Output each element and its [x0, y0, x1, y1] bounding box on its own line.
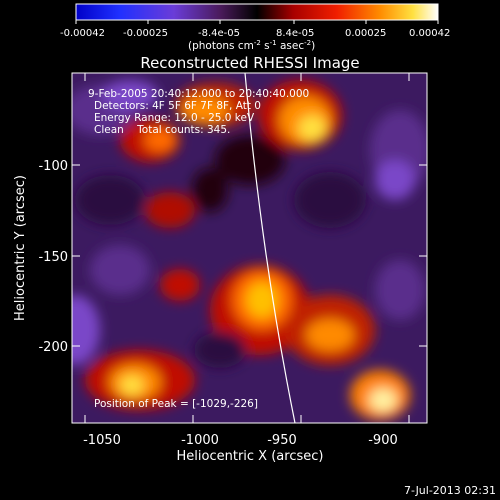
info-line-clean-counts: Clean Total counts: 345.	[94, 124, 230, 136]
y-tick-label: -200	[38, 340, 68, 355]
y-axis-label: Heliocentric Y (arcsec)	[13, 175, 28, 321]
colorbar-tick: -8.4e-05	[198, 28, 240, 39]
color-bar-tick-marks	[75, 20, 439, 24]
plot-frame	[71, 72, 428, 424]
plot-title: Reconstructed RHESSI Image	[140, 54, 359, 72]
colorbar-tick: 8.4e-05	[276, 28, 314, 39]
observation-info: 9-Feb-2005 20:40:12.000 to 20:40:40.000 …	[88, 88, 309, 136]
x-axis-ticks	[84, 73, 410, 423]
color-bar-gradient	[76, 4, 438, 20]
y-tick-label: -150	[38, 250, 68, 265]
y-axis-ticks	[72, 164, 427, 347]
solar-limb-line	[244, 73, 296, 423]
rhessi-image	[72, 73, 427, 423]
colorbar-tick: 0.00025	[345, 28, 386, 39]
colorbar-units: (photons cm-2 s-1 asec-2)	[188, 39, 315, 52]
color-bar: -0.00042 -0.00025 -8.4e-05 8.4e-05 0.000…	[60, 3, 450, 52]
x-tick-label: -1050	[83, 433, 121, 448]
x-axis-label: Heliocentric X (arcsec)	[177, 449, 324, 464]
x-tick-label: -900	[368, 433, 398, 448]
colorbar-tick: -0.00042	[60, 28, 105, 39]
colorbar-tick: 0.00042	[409, 28, 450, 39]
color-bar-frame	[75, 3, 439, 21]
info-line-energy-range: Energy Range: 12.0 - 25.0 keV	[94, 112, 255, 124]
render-timestamp: 7-Jul-2013 02:31	[404, 484, 496, 497]
peak-position-text: Position of Peak = [-1029,-226]	[94, 398, 258, 410]
info-line-detectors: Detectors: 4F 5F 6F 7F 8F, Att 0	[94, 100, 261, 112]
x-tick-label: -950	[267, 433, 297, 448]
x-tick-label: -1000	[181, 433, 219, 448]
info-line-time-range: 9-Feb-2005 20:40:12.000 to 20:40:40.000	[88, 88, 309, 100]
y-tick-label: -100	[38, 159, 68, 174]
colorbar-tick: -0.00025	[123, 28, 168, 39]
